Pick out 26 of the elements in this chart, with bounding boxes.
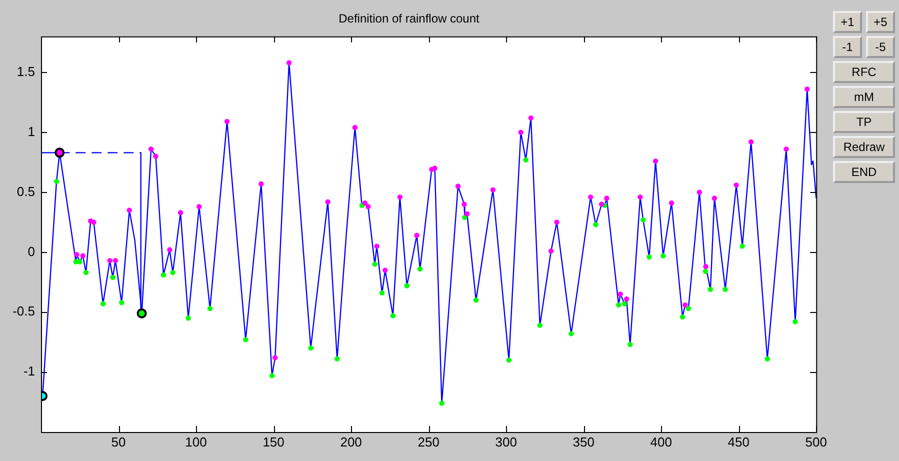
- x-tick-label: 350: [572, 434, 594, 450]
- y-tick-label: 1: [28, 124, 35, 139]
- y-tick-label: -1: [23, 364, 35, 379]
- x-tick-label: 250: [418, 434, 440, 450]
- text: END: [833, 161, 895, 183]
- x-tick-label: 200: [340, 434, 362, 450]
- text: +1: [833, 11, 862, 33]
- x-tick-label: 450: [728, 434, 750, 450]
- text: mM: [833, 86, 895, 108]
- text: -1: [833, 36, 862, 58]
- x-tick-label: 150: [262, 434, 284, 450]
- y-tick-label: 0.5: [16, 184, 35, 199]
- chart-title: Definition of rainflow count: [338, 12, 480, 26]
- text: RFC: [833, 61, 895, 83]
- y-tick-label: 0: [28, 244, 35, 259]
- y-tick-label: 1.5: [16, 64, 35, 79]
- text: -5: [866, 36, 895, 58]
- x-tick-label: 400: [650, 434, 672, 450]
- x-tick-label: 50: [111, 434, 126, 450]
- x-tick-label: 100: [185, 434, 207, 450]
- text: +5: [866, 11, 895, 33]
- y-tick-label: -0.5: [12, 304, 35, 319]
- text: TP: [833, 111, 895, 133]
- text: Redraw: [833, 136, 895, 158]
- x-tick-label: 300: [495, 434, 517, 450]
- x-tick-label: 500: [805, 434, 828, 450]
